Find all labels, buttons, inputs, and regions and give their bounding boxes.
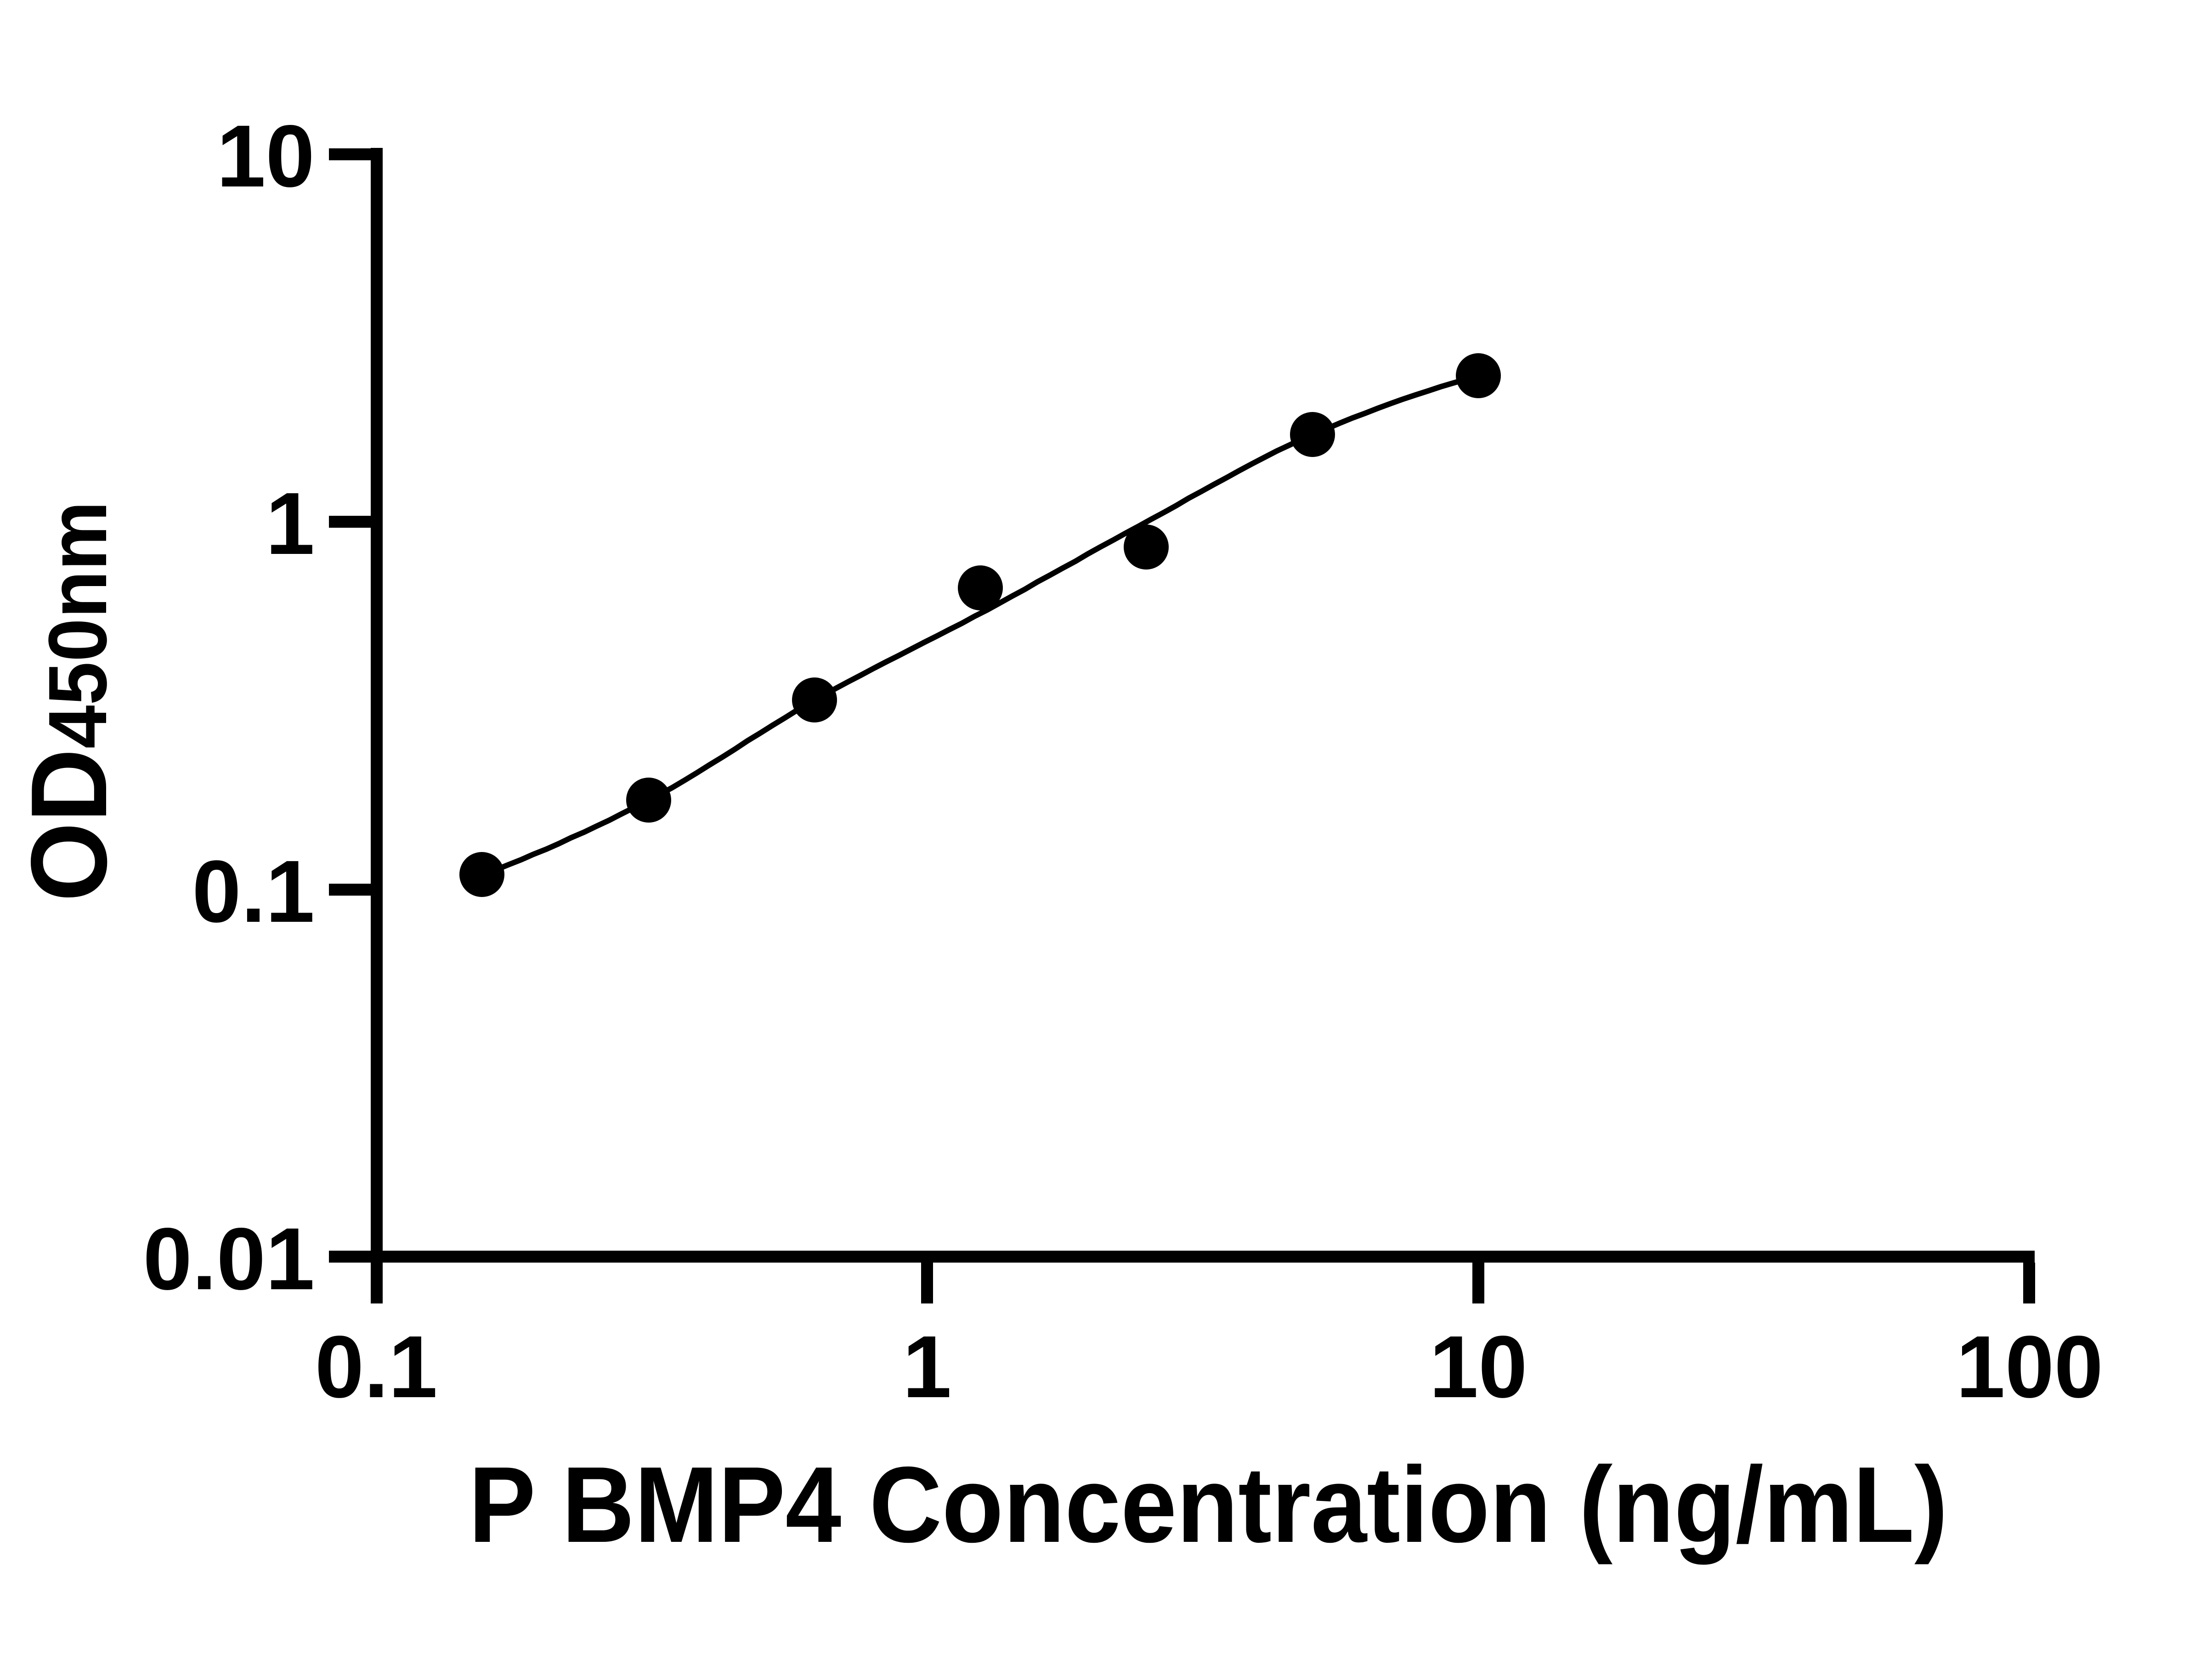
svg-text:1: 1 [266, 474, 315, 573]
svg-text:0.1: 0.1 [315, 1317, 438, 1416]
svg-text:1: 1 [903, 1317, 952, 1416]
svg-text:0.1: 0.1 [192, 842, 315, 941]
svg-text:10: 10 [216, 107, 315, 205]
svg-text:100: 100 [1956, 1317, 2103, 1416]
svg-text:P BMP4 Concentration (ng/mL): P BMP4 Concentration (ng/mL) [469, 1444, 1948, 1565]
svg-text:10: 10 [1429, 1317, 1527, 1416]
svg-text:0.01: 0.01 [143, 1209, 315, 1308]
